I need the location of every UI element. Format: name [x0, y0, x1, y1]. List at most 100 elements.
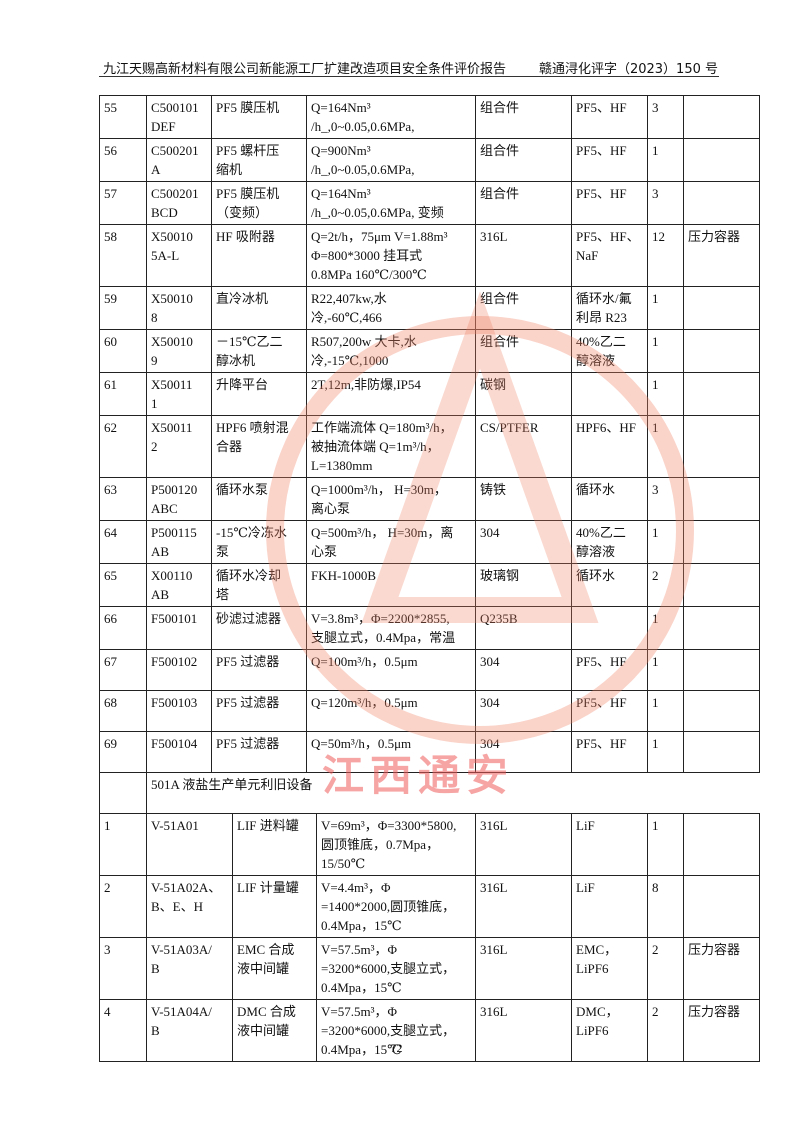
remark — [683, 415, 760, 478]
medium: DMC， LiPF6 — [571, 999, 648, 1062]
quantity: 1 — [647, 813, 684, 876]
medium: PF5、HF — [571, 731, 648, 773]
remark: 压力容器 — [683, 937, 760, 1000]
table-row: 1 V-51A01 LIF 进料罐 V=69m³，Φ=3300*5800, 圆顶锥底，… — [99, 813, 760, 876]
spec: V=3.8m³，Φ=2200*2855, 支腿立式，0.4Mpa，常温 — [306, 606, 476, 650]
medium: PF5、HF — [571, 138, 648, 182]
material: 316L — [475, 937, 572, 1000]
medium: 40%乙二 醇溶液 — [571, 329, 648, 373]
spec: Q=2t/h，75μm V=1.88m³ Φ=800*3000 挂耳式 0.8M… — [306, 224, 476, 287]
quantity: 1 — [647, 372, 684, 416]
remark — [683, 520, 760, 564]
material: CS/PTFER — [475, 415, 572, 478]
row-no: 63 — [99, 477, 147, 521]
row-no: 66 — [99, 606, 147, 650]
quantity: 1 — [647, 606, 684, 650]
row-no: 4 — [99, 999, 147, 1062]
medium: LiF — [571, 875, 648, 938]
section-title: 501A 液盐生产单元利旧设备 — [146, 772, 760, 814]
quantity: 3 — [647, 477, 684, 521]
material: Q235B — [475, 606, 572, 650]
spec: Q=900Nm³ /h_,0~0.05,0.6MPa, — [306, 138, 476, 182]
table-row: 67 F500102 PF5 过滤器 Q=100m³/h，0.5μm 304 PF5、HF… — [99, 649, 760, 691]
equip-name: HF 吸附器 — [211, 224, 307, 287]
equip-code: X00110 AB — [146, 563, 212, 607]
material: 304 — [475, 690, 572, 732]
material: 碳钢 — [475, 372, 572, 416]
material: 组合件 — [475, 286, 572, 330]
quantity: 8 — [647, 875, 684, 938]
equip-code: F500101 — [146, 606, 212, 650]
reuse-equipment-table: 1 V-51A01 LIF 进料罐 V=69m³，Φ=3300*5800, 圆顶锥底，… — [99, 813, 760, 1062]
table-row: 57 C500201 BCD PF5 膜压机 （变频） Q=164Nm³ /h_,0~… — [99, 181, 760, 225]
quantity: 3 — [647, 181, 684, 225]
equip-name: 循环水泵 — [211, 477, 307, 521]
row-no: 59 — [99, 286, 147, 330]
table-row: 60 X50010 9 －15℃乙二 醇冰机 R507,200w 大卡,水 冷,-15… — [99, 329, 760, 373]
row-no: 57 — [99, 181, 147, 225]
remark — [683, 649, 760, 691]
remark — [683, 138, 760, 182]
medium: LiF — [571, 813, 648, 876]
row-no: 67 — [99, 649, 147, 691]
remark — [683, 477, 760, 521]
table-row: 66 F500101 砂滤过滤器 V=3.8m³，Φ=2200*2855, 支腿立式，… — [99, 606, 760, 650]
equip-name: －15℃乙二 醇冰机 — [211, 329, 307, 373]
equip-code: C500201 A — [146, 138, 212, 182]
equip-name: PF5 膜压机 （变频） — [211, 181, 307, 225]
equip-name: EMC 合成 液中间罐 — [232, 937, 317, 1000]
report-number: 赣通浔化评字（2023）150 号 — [538, 62, 718, 77]
row-no: 55 — [99, 95, 147, 139]
remark — [683, 563, 760, 607]
row-no: 1 — [99, 813, 147, 876]
row-no: 61 — [99, 372, 147, 416]
remark: 压力容器 — [683, 224, 760, 287]
quantity: 3 — [647, 95, 684, 139]
table-row: 63 P500120 ABC 循环水泵 Q=1000m³/h， H=30m， 离心泵铸… — [99, 477, 760, 521]
row-no: 65 — [99, 563, 147, 607]
remark — [683, 372, 760, 416]
quantity: 2 — [647, 999, 684, 1062]
medium — [571, 606, 648, 650]
table-row: 2 V-51A02A、 B、E、H LIF 计量罐 V=4.4m³，Φ =1400*2… — [99, 875, 760, 938]
quantity: 12 — [647, 224, 684, 287]
material: 组合件 — [475, 138, 572, 182]
equip-name: 直冷冰机 — [211, 286, 307, 330]
equip-name: DMC 合成 液中间罐 — [232, 999, 317, 1062]
quantity: 2 — [647, 563, 684, 607]
equip-name: 砂滤过滤器 — [211, 606, 307, 650]
equip-code: C500201 BCD — [146, 181, 212, 225]
row-no: 3 — [99, 937, 147, 1000]
equip-code: C500101 DEF — [146, 95, 212, 139]
section-row: 501A 液盐生产单元利旧设备 — [99, 772, 760, 814]
remark — [683, 95, 760, 139]
medium: 循环水/氟 利昂 R23 — [571, 286, 648, 330]
remark: 压力容器 — [683, 999, 760, 1062]
row-no: 64 — [99, 520, 147, 564]
medium: EMC， LiPF6 — [571, 937, 648, 1000]
spec: Q=50m³/h，0.5μm — [306, 731, 476, 773]
equip-name: PF5 膜压机 — [211, 95, 307, 139]
quantity: 1 — [647, 138, 684, 182]
quantity: 1 — [647, 731, 684, 773]
quantity: 2 — [647, 937, 684, 1000]
quantity: 1 — [647, 329, 684, 373]
medium: PF5、HF — [571, 690, 648, 732]
equip-code: X50010 8 — [146, 286, 212, 330]
row-no: 2 — [99, 875, 147, 938]
equip-code: P500115 AB — [146, 520, 212, 564]
quantity: 1 — [647, 415, 684, 478]
medium: 循环水 — [571, 563, 648, 607]
remark — [683, 286, 760, 330]
material: 铸铁 — [475, 477, 572, 521]
medium: PF5、HF — [571, 95, 648, 139]
remark — [683, 813, 760, 876]
equip-code: X50010 9 — [146, 329, 212, 373]
equip-code: F500104 — [146, 731, 212, 773]
header-title: 九江天赐高新材料有限公司新能源工厂扩建改造项目安全条件评价报告 — [103, 62, 507, 77]
medium: PF5、HF — [571, 181, 648, 225]
equip-code: F500102 — [146, 649, 212, 691]
equip-name: 升降平台 — [211, 372, 307, 416]
medium: PF5、HF — [571, 649, 648, 691]
